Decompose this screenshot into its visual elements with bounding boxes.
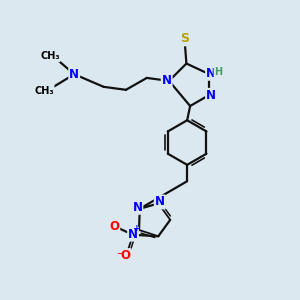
Text: H: H <box>214 67 223 76</box>
Text: N: N <box>206 67 216 80</box>
Text: O: O <box>121 249 130 262</box>
Text: N: N <box>132 201 142 214</box>
Text: CH₃: CH₃ <box>40 51 60 62</box>
Text: N: N <box>155 196 165 208</box>
Text: N: N <box>206 89 216 102</box>
Text: +: + <box>133 224 140 233</box>
Text: O: O <box>109 220 119 233</box>
Text: CH₃: CH₃ <box>34 85 54 96</box>
Text: N: N <box>162 74 172 87</box>
Text: S: S <box>180 32 189 45</box>
Text: ⁻: ⁻ <box>116 250 123 263</box>
Text: N: N <box>69 68 79 81</box>
Text: N: N <box>128 228 138 241</box>
